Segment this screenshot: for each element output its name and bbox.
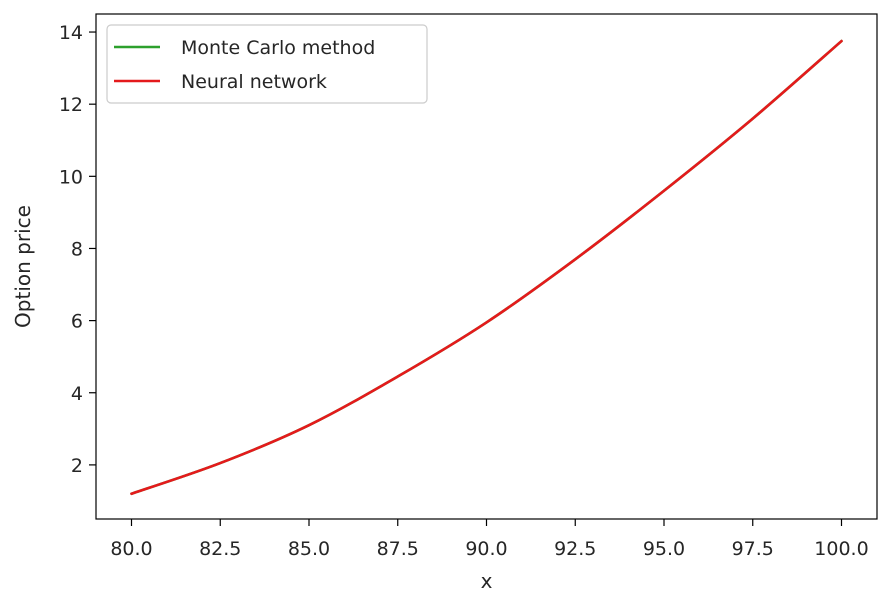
y-tick-label: 2	[71, 455, 83, 477]
x-tick-label: 85.0	[288, 538, 330, 560]
y-tick-label: 12	[59, 94, 83, 116]
y-axis-label: Option price	[11, 205, 35, 328]
legend-entry-label: Monte Carlo method	[181, 37, 375, 59]
y-tick-label: 8	[71, 238, 83, 260]
series-line-monte-carlo	[130, 39, 843, 496]
x-tick-label: 100.0	[814, 538, 868, 560]
x-axis: 80.0 82.5 85.0 87.5 90.0 92.5 95.0 97.5 100.0	[110, 519, 869, 560]
y-tick-label: 6	[71, 311, 83, 333]
x-tick-label: 92.5	[554, 538, 596, 560]
y-tick-label: 14	[59, 22, 83, 44]
series-layer	[130, 39, 843, 496]
x-tick-label: 80.0	[110, 538, 152, 560]
x-tick-label: 82.5	[199, 538, 241, 560]
x-axis-label: x	[481, 569, 493, 593]
x-tick-label: 97.5	[732, 538, 774, 560]
x-tick-label: 95.0	[643, 538, 685, 560]
y-tick-label: 4	[71, 383, 83, 405]
x-tick-label: 90.0	[465, 538, 507, 560]
series-line-neural-network	[130, 39, 843, 496]
legend: Monte Carlo method Neural network	[106, 24, 428, 104]
legend-entry-label: Neural network	[181, 71, 327, 93]
y-tick-label: 10	[59, 166, 83, 188]
y-axis: 2 4 6 8 10 12 14	[59, 22, 96, 477]
legend-box	[106, 24, 428, 104]
x-tick-label: 87.5	[377, 538, 419, 560]
